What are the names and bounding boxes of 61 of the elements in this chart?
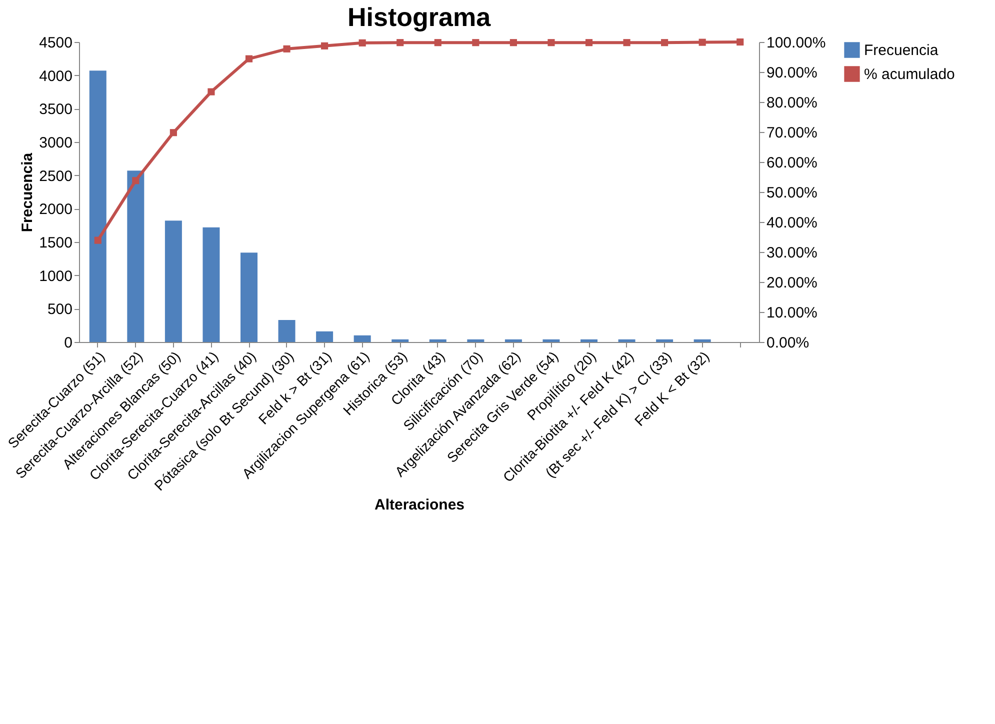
legend-label: Frecuencia — [864, 42, 939, 59]
bar — [504, 339, 522, 342]
y-tick-label: 3500 — [39, 101, 72, 118]
bar — [618, 339, 636, 342]
bar — [240, 252, 258, 342]
bar — [656, 339, 674, 342]
bar — [202, 227, 220, 342]
y2-tick-label: 50.00% — [766, 184, 818, 202]
bar — [278, 320, 296, 342]
y-tick-label: 1500 — [39, 234, 72, 252]
point — [170, 129, 177, 136]
point — [548, 39, 555, 46]
point — [321, 42, 328, 50]
point — [585, 39, 593, 46]
point — [132, 177, 140, 184]
y-tick-label: 2500 — [39, 168, 72, 185]
x-axis-title: Alteraciones — [374, 496, 465, 514]
y2-tick-label: 60.00% — [766, 154, 818, 172]
bar — [467, 339, 484, 342]
bar — [694, 339, 711, 342]
legend-label: % acumulado — [864, 66, 955, 83]
y-tick-label: 1000 — [39, 268, 72, 285]
y2-tick-label: 90.00% — [766, 64, 818, 82]
bar — [164, 220, 182, 342]
point — [358, 39, 366, 46]
y-axis-title: Frecuencia — [19, 152, 36, 232]
point — [623, 39, 630, 46]
y2-tick-label: 40.00% — [766, 214, 818, 232]
y-tick-label: 3000 — [39, 134, 72, 152]
y2-tick-label: 0.00% — [766, 334, 810, 352]
point — [283, 45, 290, 52]
point — [472, 39, 480, 46]
y-tick-label: 0 — [64, 334, 72, 352]
point — [396, 39, 404, 46]
y-tick-label: 4500 — [39, 34, 72, 52]
bar — [127, 170, 144, 342]
y-tick-label: 2000 — [39, 201, 72, 218]
y2-tick-label: 10.00% — [766, 304, 818, 322]
point — [736, 38, 744, 46]
y2-tick-label: 20.00% — [766, 274, 818, 292]
point — [698, 38, 706, 46]
y-tick-label: 4000 — [39, 68, 72, 85]
point — [661, 39, 668, 46]
bar — [316, 331, 334, 342]
point — [94, 236, 102, 244]
point — [434, 39, 442, 46]
bar — [392, 339, 409, 342]
point — [208, 88, 215, 96]
y2-tick-label: 80.00% — [766, 94, 818, 112]
bar — [89, 70, 106, 342]
bar — [580, 339, 598, 342]
point — [510, 39, 517, 46]
bar — [429, 339, 446, 342]
chart-title: Histograma — [347, 2, 492, 32]
y2-tick-label: 70.00% — [766, 124, 818, 142]
bar — [354, 335, 371, 342]
y2-tick-label: 100.00% — [766, 34, 826, 52]
bar — [542, 339, 560, 342]
y-tick-label: 500 — [47, 301, 72, 318]
point — [245, 55, 253, 62]
y2-tick-label: 30.00% — [766, 244, 818, 262]
